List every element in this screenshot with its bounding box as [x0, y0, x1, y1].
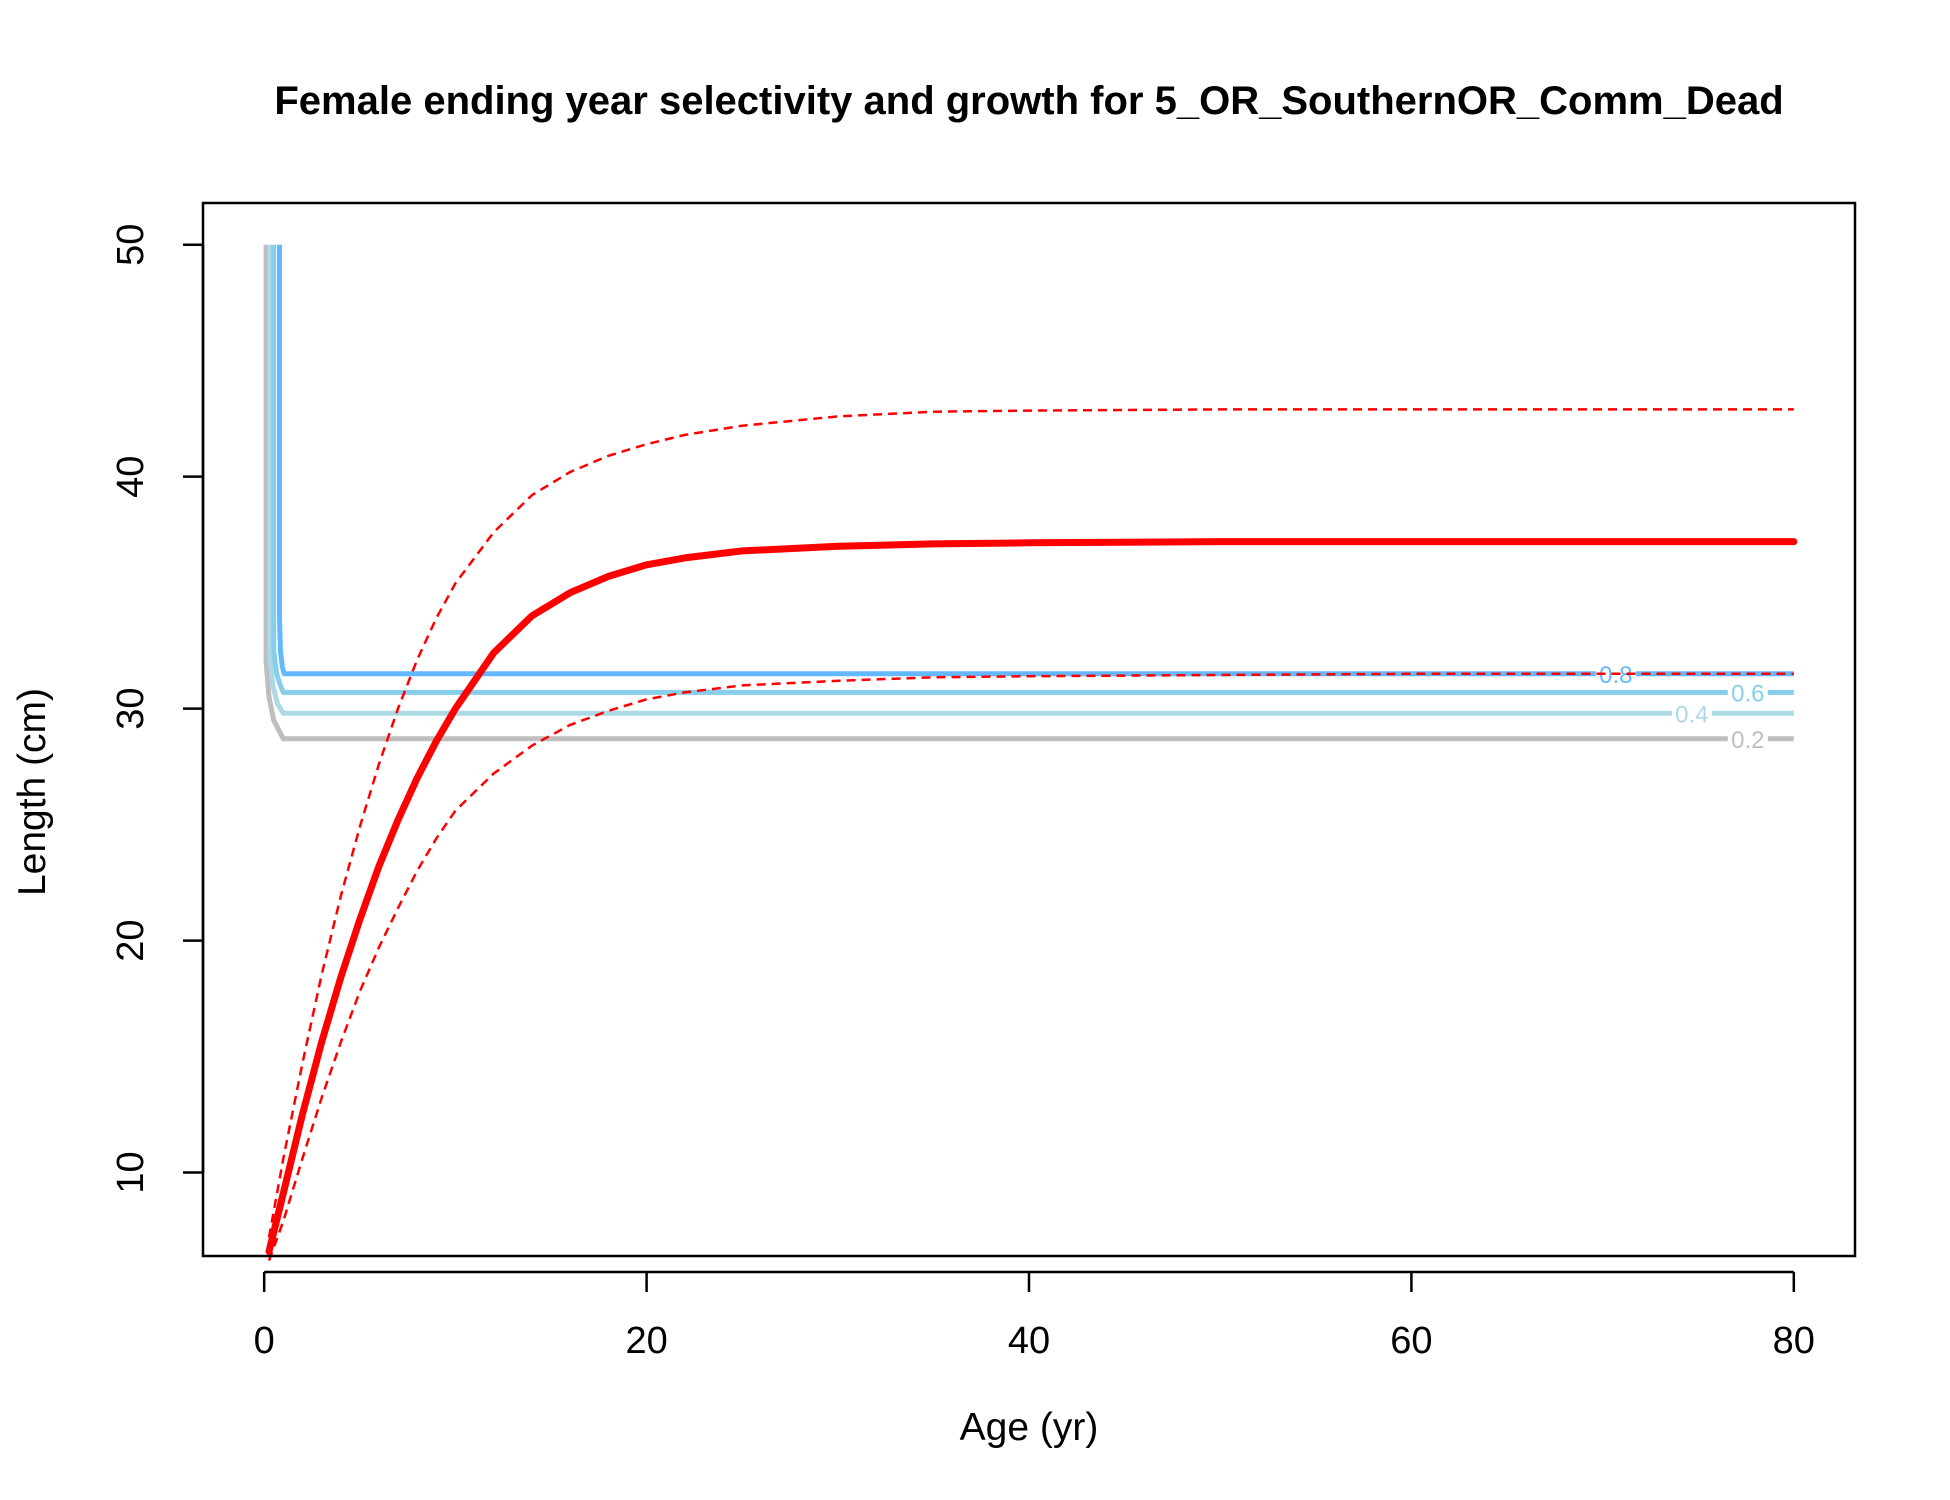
- x-tick-label: 60: [1390, 1320, 1432, 1362]
- contour-label-0-4: 0.4: [1675, 701, 1708, 728]
- y-axis-label: Length (cm): [11, 688, 54, 896]
- chart-title: Female ending year selectivity and growt…: [274, 79, 1783, 123]
- contour-label-0-2: 0.2: [1731, 727, 1764, 754]
- growth-upper-interval-line: [267, 408, 1794, 1238]
- x-tick-label: 80: [1773, 1320, 1815, 1362]
- y-tick-label: 20: [110, 919, 152, 961]
- y-tick-label: 30: [110, 687, 152, 729]
- contour-label-background: [1671, 700, 1712, 727]
- selectivity-contour-0-4: [267, 244, 1794, 716]
- selectivity-contour-0-8: [277, 244, 1794, 677]
- x-tick-label: 0: [254, 1320, 275, 1362]
- y-tick-label: 10: [110, 1151, 152, 1193]
- contour-label-background: [1727, 679, 1768, 706]
- x-tick-label: 40: [1008, 1320, 1050, 1362]
- contour-label-background: [1727, 725, 1768, 752]
- x-axis-label: Age (yr): [960, 1406, 1099, 1449]
- growth-lower-interval-line: [267, 672, 1794, 1262]
- x-tick-label: 20: [625, 1320, 667, 1362]
- contour-label-0-8: 0.8: [1599, 662, 1632, 689]
- growth-mean-line: [265, 538, 1798, 1255]
- y-tick-label: 40: [110, 456, 152, 498]
- y-tick-label: 50: [110, 224, 152, 266]
- selectivity-contour-0-6: [271, 244, 1794, 695]
- axes: 0 20 40 60 80 10 20 30 40 50: [110, 224, 1815, 1362]
- selectivity-contour-0-2: [263, 244, 1794, 742]
- plot-area: 0.2 0.4 0.6 0.8: [263, 244, 1798, 1262]
- contour-label-0-6: 0.6: [1731, 680, 1764, 707]
